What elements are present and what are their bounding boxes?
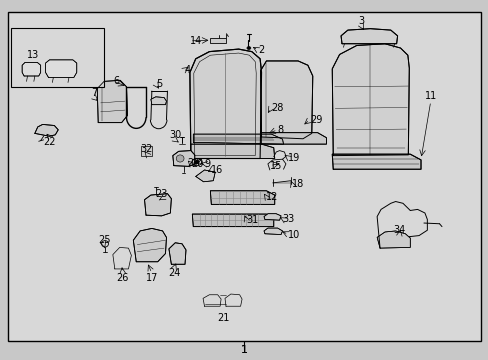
Polygon shape (195, 170, 215, 182)
Ellipse shape (194, 160, 199, 164)
Text: 21: 21 (216, 313, 229, 323)
Text: 18: 18 (292, 179, 304, 189)
Text: 13: 13 (27, 50, 39, 60)
Text: 6: 6 (114, 76, 120, 86)
Polygon shape (261, 133, 326, 144)
Text: 23: 23 (155, 189, 167, 199)
Text: 17: 17 (145, 273, 158, 283)
Bar (11, 28, 104, 87)
Polygon shape (45, 60, 77, 77)
Text: 4: 4 (184, 64, 191, 75)
Text: 10: 10 (288, 230, 300, 239)
Text: 16: 16 (211, 165, 223, 175)
Polygon shape (192, 214, 273, 226)
Text: 34: 34 (393, 225, 405, 234)
Text: 2: 2 (258, 45, 264, 55)
Text: 1: 1 (241, 345, 247, 355)
Bar (210, 38, 225, 43)
Text: 3: 3 (358, 16, 364, 26)
Text: 28: 28 (270, 103, 283, 113)
Bar (141, 146, 152, 156)
Text: 8: 8 (277, 125, 283, 135)
Text: 22: 22 (43, 137, 56, 147)
Text: 20: 20 (190, 159, 203, 169)
Polygon shape (260, 61, 312, 139)
Text: 24: 24 (168, 268, 180, 278)
Polygon shape (376, 231, 409, 248)
Text: 30: 30 (169, 130, 181, 140)
Polygon shape (168, 243, 185, 264)
Text: 29: 29 (309, 115, 322, 125)
Polygon shape (97, 80, 127, 123)
Polygon shape (144, 194, 171, 216)
Text: 32: 32 (141, 144, 153, 154)
Text: 9: 9 (204, 159, 210, 169)
Polygon shape (133, 228, 166, 262)
Polygon shape (264, 228, 282, 234)
Polygon shape (189, 49, 261, 158)
Polygon shape (331, 154, 420, 169)
Polygon shape (151, 97, 166, 105)
Ellipse shape (176, 155, 183, 162)
Ellipse shape (246, 46, 250, 49)
Text: 1: 1 (241, 345, 247, 355)
Text: 19: 19 (288, 153, 300, 163)
Polygon shape (172, 150, 194, 166)
Text: 31: 31 (246, 215, 258, 225)
Polygon shape (210, 191, 274, 204)
Polygon shape (193, 134, 283, 144)
Text: 27: 27 (187, 158, 199, 168)
Text: 12: 12 (266, 192, 278, 202)
Polygon shape (331, 44, 408, 156)
Polygon shape (22, 62, 41, 76)
Text: 7: 7 (91, 87, 97, 98)
Text: 14: 14 (189, 36, 202, 46)
Text: 25: 25 (98, 235, 110, 245)
Polygon shape (190, 144, 274, 158)
Text: 26: 26 (116, 273, 128, 283)
Polygon shape (340, 29, 397, 44)
Polygon shape (35, 125, 58, 136)
Text: 11: 11 (424, 91, 436, 101)
Text: 5: 5 (156, 79, 162, 89)
Text: 15: 15 (269, 161, 282, 171)
Text: 33: 33 (282, 214, 294, 224)
Polygon shape (264, 214, 281, 220)
